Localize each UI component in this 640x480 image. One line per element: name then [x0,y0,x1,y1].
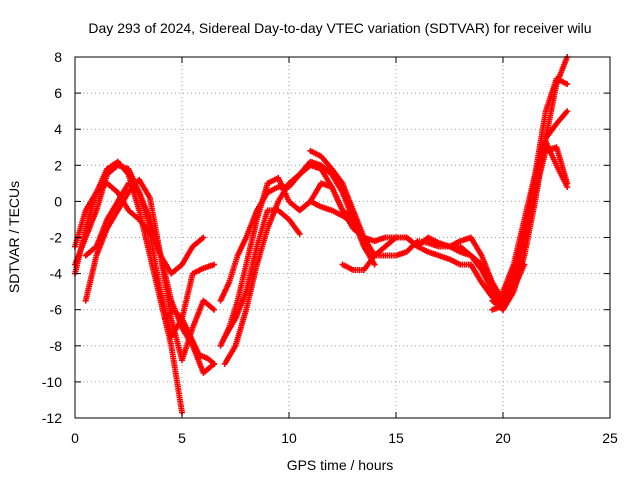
data-marks [72,54,571,416]
axis-ticks: 0 5 10 15 20 25 -12 -10 -8 -6 -4 -2 0 2 4 6 8 [42,49,618,446]
series-track-13 [339,234,506,313]
y-tick-label: 6 [54,85,62,101]
x-tick-label: 20 [495,430,511,446]
series-track-10 [221,207,303,340]
series-track-15 [489,54,571,313]
y-tick-label: -8 [50,338,63,354]
x-axis-label: GPS time / hours [287,457,394,473]
x-tick-label: 15 [388,430,404,446]
series-track-6 [161,306,218,367]
y-tick-label: 2 [54,157,62,173]
chart-title: Day 293 of 2024, Sidereal Day-to-day VTE… [88,20,591,36]
series-track-19 [521,144,571,232]
y-tick-label: -12 [42,410,62,426]
series-track-12 [307,147,506,304]
y-tick-label: 0 [54,193,62,209]
y-tick-label: -6 [50,302,63,318]
series-track-8 [217,174,357,349]
y-tick-label: -4 [50,266,63,282]
x-tick-label: 10 [281,430,297,446]
y-tick-label: -10 [42,374,62,390]
x-tick-label: 5 [178,430,186,446]
y-axis-label: SDTVAR / TECUs [6,181,22,293]
x-tick-label: 0 [71,430,79,446]
x-tick-label: 25 [602,430,618,446]
y-tick-label: -2 [50,230,63,246]
y-tick-label: 8 [54,49,62,65]
y-tick-label: 4 [54,121,62,137]
